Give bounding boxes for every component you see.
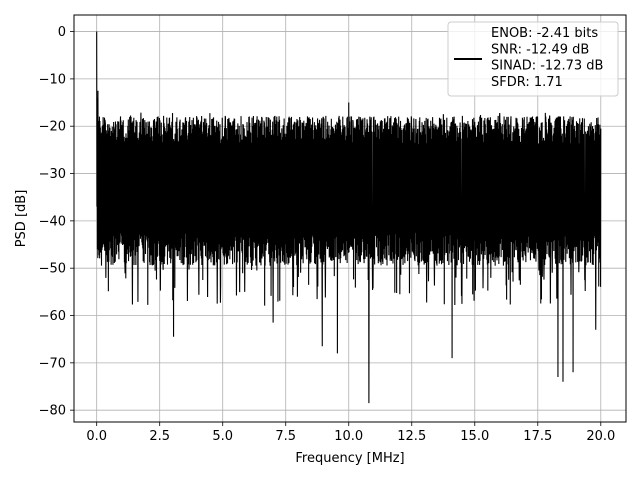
- legend-entry-line: SFDR: 1.71: [491, 75, 563, 90]
- y-tick-label: −60: [39, 309, 66, 324]
- y-tick-label: −70: [39, 356, 66, 371]
- legend-entry-line: SINAD: -12.73 dB: [491, 59, 603, 74]
- x-tick-label: 2.5: [149, 429, 170, 444]
- x-tick-label: 0.0: [86, 429, 107, 444]
- x-tick-label: 15.0: [460, 429, 489, 444]
- y-tick-label: −80: [39, 404, 66, 419]
- legend-entry-line: SNR: -12.49 dB: [491, 42, 589, 57]
- y-tick-label: −40: [39, 214, 66, 229]
- y-tick-label: −30: [39, 167, 66, 182]
- x-tick-label: 7.5: [275, 429, 296, 444]
- legend-box: [447, 21, 619, 97]
- legend-entry: ENOB: -2.41 bits SNR: -12.49 dB SINAD: -12…: [491, 26, 603, 90]
- x-tick-label: 12.5: [397, 429, 426, 444]
- x-tick-label: 5.0: [212, 429, 233, 444]
- psd-series-line: [96, 31, 602, 404]
- x-tick-label: 17.5: [523, 429, 552, 444]
- y-tick-label: −10: [39, 72, 66, 87]
- y-axis: 0 −10 −20 −30 −40 −50 −60 −70 −80: [39, 25, 74, 419]
- x-axis: 0.0 2.5 5.0 7.5 10.0 12.5 15.0 17.5 20.0: [86, 422, 615, 444]
- y-tick-label: 0: [58, 25, 66, 40]
- x-tick-label: 10.0: [334, 429, 363, 444]
- legend-entry-line: ENOB: -2.41 bits: [491, 26, 598, 41]
- x-axis-label: Frequency [MHz]: [295, 451, 404, 466]
- legend: ENOB: -2.41 bits SNR: -12.49 dB SINAD: -12…: [447, 21, 619, 97]
- plot-frame: [73, 14, 627, 423]
- y-axis-label: PSD [dB]: [14, 190, 29, 248]
- y-tick-label: −20: [39, 120, 66, 135]
- series-group: [96, 31, 602, 404]
- y-tick-label: −50: [39, 262, 66, 277]
- x-tick-label: 20.0: [586, 429, 615, 444]
